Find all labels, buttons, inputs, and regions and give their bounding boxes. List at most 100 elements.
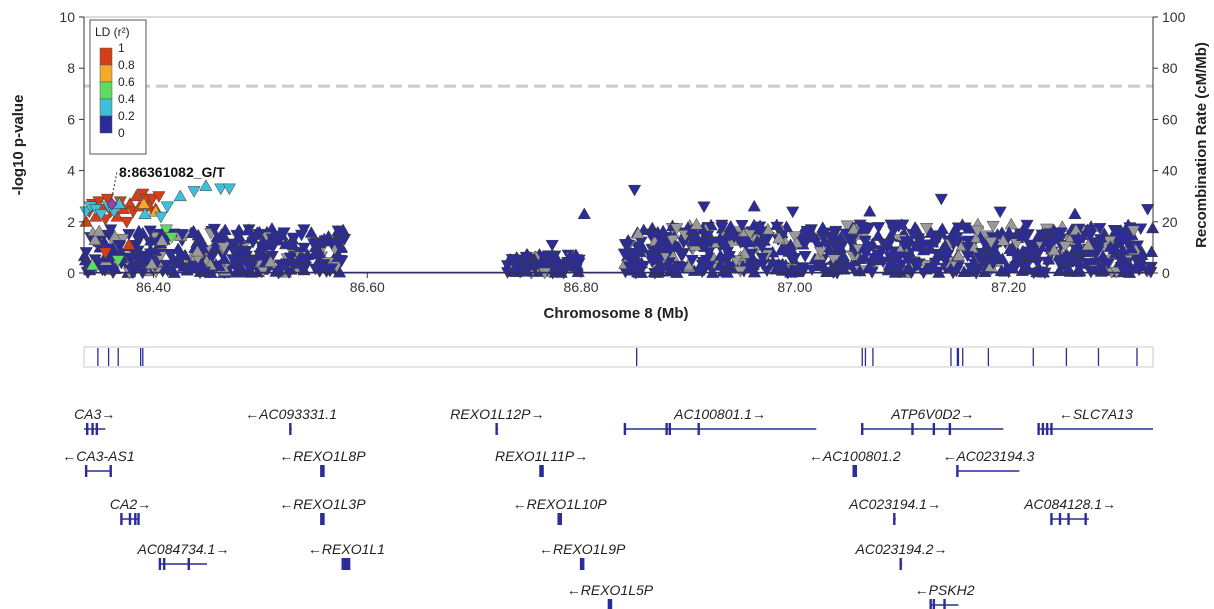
snp-point-na (88, 233, 102, 245)
gene-exon (322, 465, 325, 477)
snp-point-none (621, 239, 635, 252)
snp-point-na (729, 255, 743, 267)
snp-point-none (1059, 248, 1073, 261)
snp-point-na (217, 242, 231, 254)
legend-swatch (99, 81, 113, 100)
gene-label: CA2→ (110, 496, 151, 512)
gene-rexo1l11p: REXO1L11P→ (495, 448, 588, 477)
gene-exon (579, 558, 583, 570)
gene-exon (347, 558, 351, 570)
snp-point-none (798, 250, 812, 263)
snp-point-none (882, 238, 896, 251)
snp-point-none (741, 235, 756, 248)
gene-exon (607, 599, 611, 609)
snp-point-none (1041, 239, 1055, 251)
snp-point-none (519, 251, 533, 264)
legend-label: 1 (118, 41, 125, 55)
gene-ca3-as1: ←CA3-AS1 (62, 448, 135, 477)
snp-point-none (786, 206, 800, 219)
gene-label: ←AC093331.1 (245, 406, 337, 422)
y2-tick-label: 40 (1162, 163, 1178, 179)
snp-point-high-LD (122, 238, 136, 250)
snp-point-na (788, 231, 802, 244)
gene-ac093331-1: ←AC093331.1 (245, 406, 337, 435)
gene-density-ticks (97, 348, 1138, 366)
gene-exon (623, 423, 627, 435)
gene-label: ←REXO1L9P (539, 541, 626, 557)
gene-exon (929, 599, 932, 609)
lead-snp-leader (111, 171, 118, 198)
gene-ca3: CA3→ (74, 406, 115, 435)
snp-point-none (1072, 262, 1086, 275)
gene-exon (852, 465, 855, 477)
gene-exon (1067, 513, 1070, 525)
snp-point-none (143, 225, 157, 238)
snp-point-none (941, 249, 955, 262)
gene-ac084734-1: AC084734.1→ (136, 541, 229, 570)
gene-exon (120, 513, 123, 525)
snp-point-none (1144, 261, 1158, 274)
snp-point-none (786, 265, 800, 278)
legend-box (89, 19, 147, 155)
gene-exon (559, 513, 562, 525)
snp-point-none (894, 259, 909, 272)
snp-point-none (98, 265, 112, 277)
gene-exon (697, 423, 700, 435)
y-tick-label: 2 (67, 214, 75, 230)
snp-point-na (1081, 238, 1095, 251)
snp-point-none (335, 255, 349, 268)
snp-point-none (293, 251, 307, 263)
gene-rexo1l1: ←REXO1L1 (308, 541, 385, 570)
snp-point-high-LD (129, 189, 144, 202)
snp-point-na (951, 249, 966, 261)
snp-point-none (961, 235, 975, 248)
snp-point-none (715, 222, 729, 235)
snp-point-none (1068, 207, 1082, 220)
snp-point-none (910, 260, 924, 272)
snp-point-none (324, 238, 339, 250)
snp-point-na (772, 231, 786, 244)
y2-axis-label: Recombination Rate (cM/Mb) (1193, 42, 1210, 248)
snp-point-none (871, 229, 885, 241)
snp-point-none (570, 258, 584, 271)
gene-exon (86, 423, 89, 435)
gene-label: ←SLC7A13 (1059, 406, 1133, 422)
x-axis-label: Chromosome 8 (Mb) (543, 305, 688, 322)
gene-exon (665, 423, 668, 435)
snp-point-none (207, 223, 221, 236)
gene-exon (137, 513, 140, 525)
snp-point-low-LD (159, 224, 173, 237)
gene-exon (1050, 423, 1053, 435)
snp-point-none (507, 265, 521, 277)
gene-label: ←REXO1L1 (308, 541, 385, 557)
snp-point-none (1101, 258, 1115, 270)
snp-point-vlow-LD (173, 189, 187, 202)
snp-point-none (774, 243, 788, 256)
snp-point-none (505, 254, 519, 266)
gene-label: AC084128.1→ (1023, 496, 1116, 512)
snp-point-none (1114, 261, 1129, 274)
snp-point-none (882, 258, 896, 271)
gene-label: REXO1L12P→ (450, 406, 544, 422)
snp-point-none (226, 254, 240, 266)
snp-point-na (996, 233, 1010, 246)
gene-exon (343, 558, 347, 570)
snp-point-none (1002, 226, 1016, 238)
snp-point-na (813, 246, 828, 259)
snp-point-na (840, 220, 854, 233)
snp-point-none (1035, 227, 1050, 239)
gene-exon (609, 599, 613, 609)
snp-point-none (892, 221, 906, 233)
snp-point-none (969, 268, 983, 280)
legend-label: 0 (118, 126, 125, 140)
gene-exon (345, 558, 349, 570)
snp-point-none (723, 230, 737, 243)
snp-point-none (1093, 234, 1108, 246)
y2-tick-label: 20 (1162, 214, 1178, 230)
snp-point-none (232, 232, 246, 245)
snp-point-none (1091, 245, 1105, 258)
gene-label: ATP6V0D2→ (890, 406, 974, 422)
gene-density-track (83, 346, 1154, 368)
snp-point-none (331, 224, 345, 237)
